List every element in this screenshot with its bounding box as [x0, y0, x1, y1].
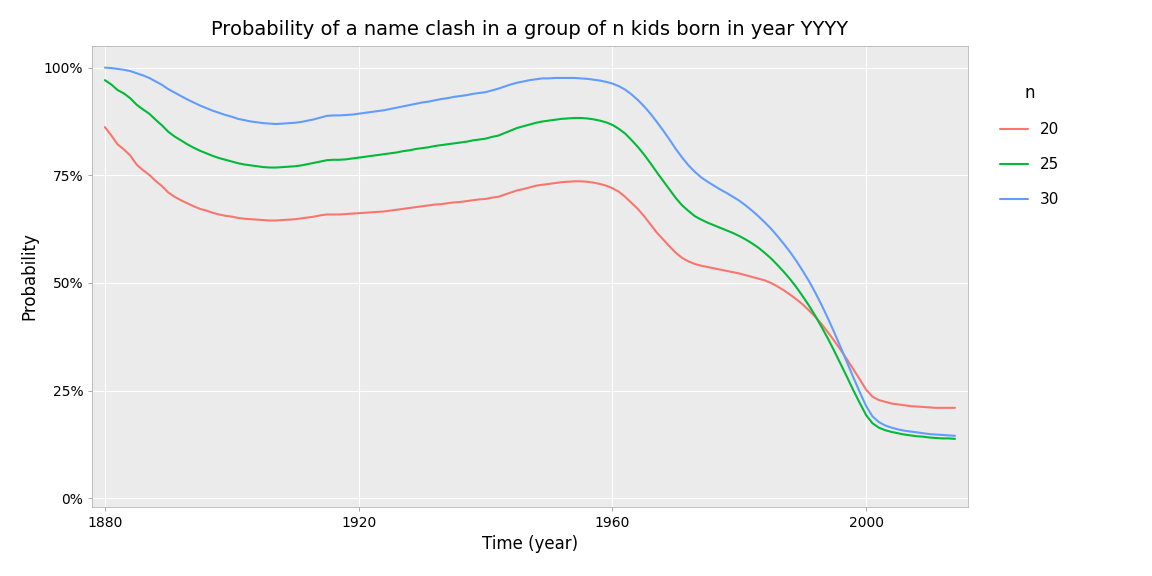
- 30: [295, 119, 309, 126]
- 20: [890, 401, 904, 408]
- Title: Probability of a name clash in a group of n kids born in year YYYY: Probability of a name clash in a group o…: [211, 20, 849, 39]
- 25: [948, 435, 962, 442]
- Line: 25: 25: [105, 80, 955, 439]
- 25: [548, 116, 562, 123]
- 20: [948, 404, 962, 411]
- 25: [834, 361, 848, 368]
- 30: [707, 182, 721, 189]
- X-axis label: Time (year): Time (year): [482, 536, 578, 554]
- 20: [548, 180, 562, 187]
- 25: [707, 222, 721, 229]
- 30: [948, 433, 962, 439]
- Line: 30: 30: [105, 67, 955, 436]
- 20: [707, 265, 721, 272]
- Line: 20: 20: [105, 127, 955, 408]
- 20: [834, 347, 848, 354]
- 25: [295, 162, 309, 169]
- 20: [581, 179, 594, 185]
- 30: [581, 75, 594, 82]
- 25: [98, 77, 112, 84]
- 20: [929, 404, 942, 411]
- 30: [890, 426, 904, 433]
- 30: [98, 64, 112, 71]
- 20: [295, 215, 309, 222]
- 25: [890, 430, 904, 437]
- 20: [98, 124, 112, 131]
- 30: [834, 344, 848, 351]
- Y-axis label: Probability: Probability: [20, 233, 38, 320]
- 25: [581, 115, 594, 122]
- Legend: 20, 25, 30: 20, 25, 30: [993, 77, 1067, 215]
- 30: [548, 74, 562, 81]
